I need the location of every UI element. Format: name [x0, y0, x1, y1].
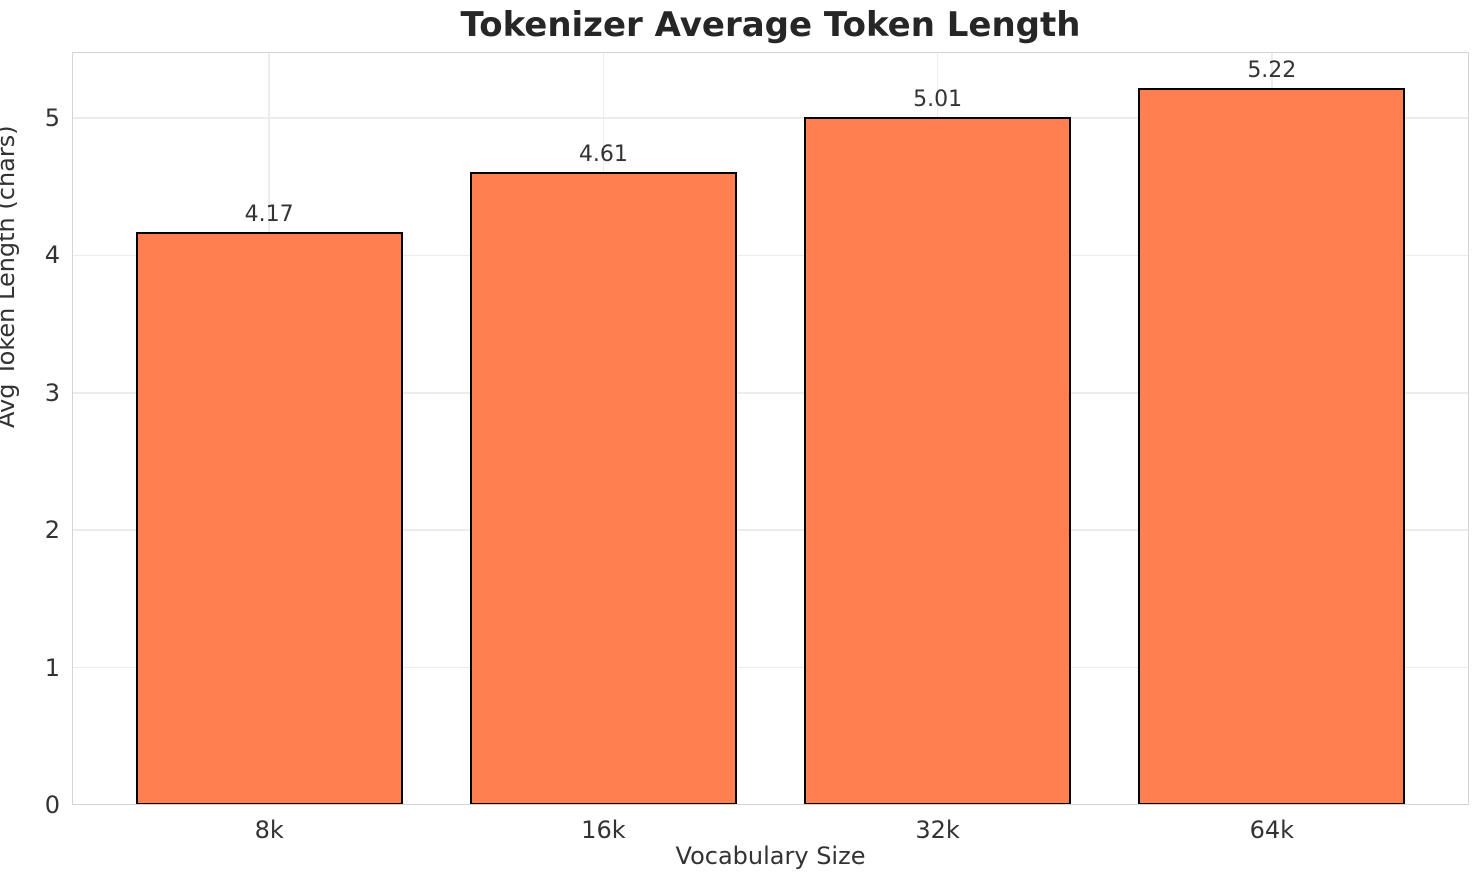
horizontal-gridline — [72, 254, 1469, 257]
bar-value-label: 5.01 — [913, 86, 963, 112]
bar — [803, 116, 1072, 805]
horizontal-gridline — [72, 666, 1469, 669]
horizontal-gridline — [72, 392, 1469, 394]
horizontal-gridline — [72, 117, 1469, 119]
x-tick-label: 16k — [581, 816, 626, 844]
y-tick-label: 3 — [44, 378, 60, 407]
chart-title: Tokenizer Average Token Length — [460, 5, 1081, 45]
y-tick-label: 2 — [44, 516, 60, 545]
x-tick-label: 32k — [915, 816, 960, 844]
bar-value-label: 5.22 — [1247, 57, 1297, 83]
bar-value-label: 4.61 — [578, 141, 628, 167]
x-tick-label: 8k — [254, 816, 284, 844]
horizontal-gridline — [72, 529, 1469, 531]
y-tick-label: 0 — [44, 791, 60, 819]
y-tick-label: 5 — [44, 103, 60, 132]
bar-value-label: 4.17 — [244, 202, 294, 228]
x-tick-label: 64k — [1249, 816, 1295, 844]
y-tick-label: 1 — [44, 653, 60, 682]
plot-area: 0 1 2 3 4 5 4.17 8k 4.61 16k 5.01 32k 5.22 64k — [45, 52, 1469, 844]
bar — [1138, 87, 1406, 805]
bar — [469, 171, 738, 805]
y-tick-label: 4 — [44, 241, 60, 270]
bar — [135, 232, 403, 805]
x-axis-label: Vocabulary Size — [675, 842, 866, 870]
